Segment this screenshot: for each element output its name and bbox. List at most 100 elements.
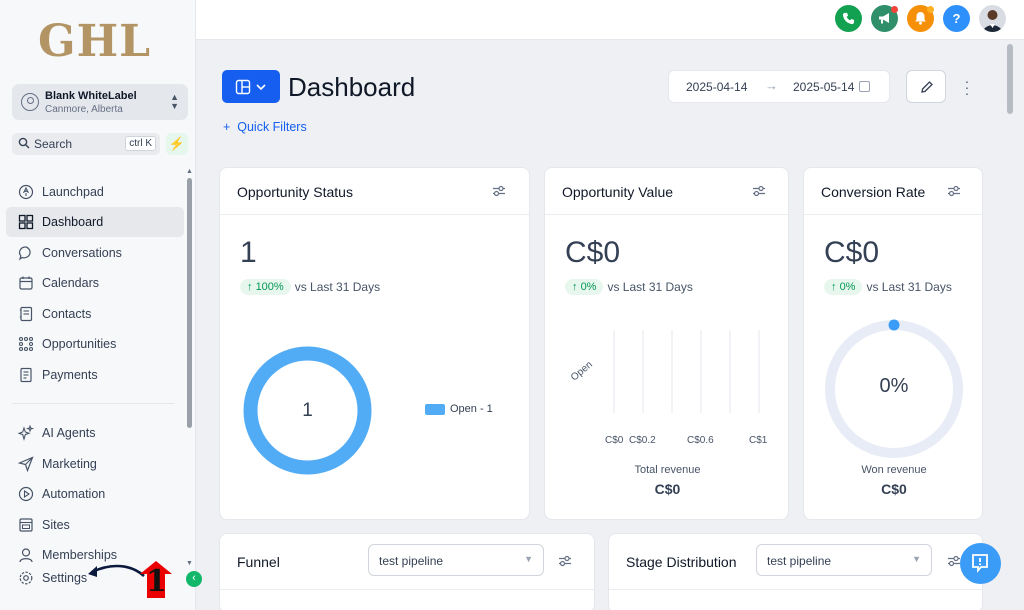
- opportunities-icon: [18, 336, 34, 352]
- sidebar-item-calendars[interactable]: Calendars: [6, 268, 184, 298]
- legend-swatch: [425, 404, 445, 415]
- select-value: test pipeline: [379, 554, 444, 568]
- user-avatar-icon: [983, 10, 1002, 32]
- edit-dashboard-button[interactable]: [906, 70, 946, 103]
- stage-pipeline-select[interactable]: test pipeline ▼: [756, 544, 932, 576]
- x-tick-label: C$1: [749, 435, 768, 446]
- sidebar-item-label: Calendars: [42, 276, 99, 290]
- search-label: Search: [34, 137, 73, 151]
- chevron-down-icon: ▼: [524, 554, 533, 564]
- funnel-pipeline-select[interactable]: test pipeline ▼: [368, 544, 544, 576]
- arrow-right-icon: →: [765, 78, 778, 93]
- sidebar-item-opportunities[interactable]: Opportunities: [6, 329, 184, 359]
- sidebar-item-settings[interactable]: Settings: [6, 563, 184, 593]
- sidebar-item-dashboard[interactable]: Dashboard: [6, 207, 184, 237]
- trend-badge: ↑ 100%: [240, 278, 291, 295]
- page-title: Dashboard: [288, 72, 416, 102]
- quick-filters-link[interactable]: + Quick Filters: [223, 120, 307, 134]
- opportunity-value: C$0: [565, 236, 621, 269]
- gauge-marker: [888, 319, 900, 331]
- scroll-down-icon[interactable]: ▼: [186, 560, 193, 567]
- dashboard-switcher-button[interactable]: [222, 70, 280, 103]
- y-axis-label: Open: [569, 359, 595, 384]
- donut-segment-open: [243, 346, 372, 475]
- trend-indicator: ↑ 0% vs Last 31 Days: [824, 278, 952, 295]
- stage-distribution-card: Stage Distribution test pipeline ▼: [608, 533, 983, 610]
- sidebar-divider: [12, 403, 174, 404]
- sidebar-item-label: Contacts: [42, 307, 92, 321]
- sidebar-item-marketing[interactable]: Marketing: [6, 449, 184, 479]
- sidebar-item-label: Opportunities: [42, 337, 117, 351]
- account-switcher[interactable]: Blank WhiteLabel Canmore, Alberta ▲ ▼: [12, 84, 188, 120]
- card-header: [545, 168, 788, 215]
- filter-sliders-icon[interactable]: [752, 185, 766, 197]
- sidebar-item-conversations[interactable]: Conversations: [6, 238, 184, 268]
- collapse-sidebar-button[interactable]: ‹: [186, 571, 202, 587]
- chevron-down-icon: ▼: [912, 554, 921, 564]
- sidebar-item-automation[interactable]: Automation: [6, 479, 184, 509]
- main-scrollbar[interactable]: [1007, 44, 1013, 114]
- chat-bubble-icon: [972, 554, 988, 573]
- help-button[interactable]: ?: [943, 5, 970, 32]
- phone-icon: [842, 12, 855, 25]
- sidebar-item-contacts[interactable]: Contacts: [6, 299, 184, 329]
- callout-number: 1: [146, 564, 167, 599]
- sidebar-item-label: Launchpad: [42, 185, 104, 199]
- megaphone-icon: [878, 13, 889, 24]
- phone-button[interactable]: [835, 5, 862, 32]
- filter-sliders-icon[interactable]: [558, 555, 572, 567]
- support-chat-button[interactable]: [960, 543, 1001, 584]
- membership-icon: [19, 548, 33, 563]
- card-title: Opportunity Value: [562, 184, 674, 200]
- x-tick-label: C$0: [605, 435, 624, 446]
- select-value: test pipeline: [767, 554, 832, 568]
- filter-sliders-icon[interactable]: [947, 185, 961, 197]
- gauge-center-value: 0%: [879, 375, 909, 397]
- card-title: Stage Distribution: [626, 554, 737, 570]
- contacts-icon: [19, 306, 33, 322]
- trend-badge: ↑ 0%: [824, 278, 863, 295]
- notification-dot: [927, 6, 934, 13]
- sidebar-item-payments[interactable]: Payments: [6, 360, 184, 390]
- sidebar-item-sites[interactable]: Sites: [6, 510, 184, 540]
- trend-comparison: vs Last 31 Days: [607, 279, 693, 294]
- sidebar-item-label: Memberships: [42, 548, 118, 562]
- quick-action-bolt-icon[interactable]: ⚡: [166, 133, 188, 155]
- legend-label: Open - 1: [450, 403, 493, 415]
- card-header: [804, 168, 982, 215]
- filter-sliders-icon[interactable]: [947, 555, 961, 567]
- trend-percent: 0%: [580, 280, 597, 293]
- location-avatar-icon: [21, 93, 39, 111]
- sidebar-item-label: Sites: [42, 518, 70, 532]
- gear-icon: [19, 571, 33, 585]
- sidebar-item-label: Conversations: [42, 246, 122, 260]
- value-bar-chart-grid: [613, 330, 760, 413]
- trend-comparison: vs Last 31 Days: [294, 279, 381, 294]
- rocket-icon: [18, 184, 34, 200]
- sidebar-item-ai-agents[interactable]: AI Agents: [6, 418, 184, 448]
- dashboard-icon: [18, 214, 34, 230]
- account-location: Canmore, Alberta: [45, 104, 123, 115]
- sidebar-scrollbar[interactable]: [187, 178, 192, 428]
- opportunity-value-card: Opportunity Value C$0 ↑ 0% vs Last 31 Day…: [544, 167, 789, 520]
- filter-sliders-icon[interactable]: [492, 185, 506, 197]
- date-range-picker[interactable]: 2025-04-14 → 2025-05-14: [668, 70, 890, 103]
- card-title: Funnel: [237, 554, 280, 570]
- date-start: 2025-04-14: [686, 80, 748, 94]
- card-title: Conversion Rate: [821, 184, 926, 200]
- total-revenue-label: Total revenue: [634, 464, 701, 476]
- donut-center-value: 1: [302, 400, 313, 421]
- scroll-up-icon[interactable]: ▲: [186, 168, 193, 175]
- user-avatar[interactable]: [979, 5, 1006, 32]
- search-icon: [18, 137, 30, 149]
- more-options-icon[interactable]: · · ·: [964, 73, 970, 101]
- sidebar-search[interactable]: Search ctrl K: [12, 133, 160, 155]
- sidebar-item-label: Dashboard: [42, 215, 104, 229]
- sidebar-item-launchpad[interactable]: Launchpad: [6, 177, 184, 207]
- conversion-gauge: [825, 319, 963, 458]
- callout-number-badge: [140, 561, 172, 598]
- calendar-icon: [859, 81, 870, 92]
- send-icon: [18, 456, 34, 472]
- won-revenue-value: C$0: [881, 481, 907, 497]
- sidebar-item-memberships[interactable]: Memberships: [6, 540, 184, 570]
